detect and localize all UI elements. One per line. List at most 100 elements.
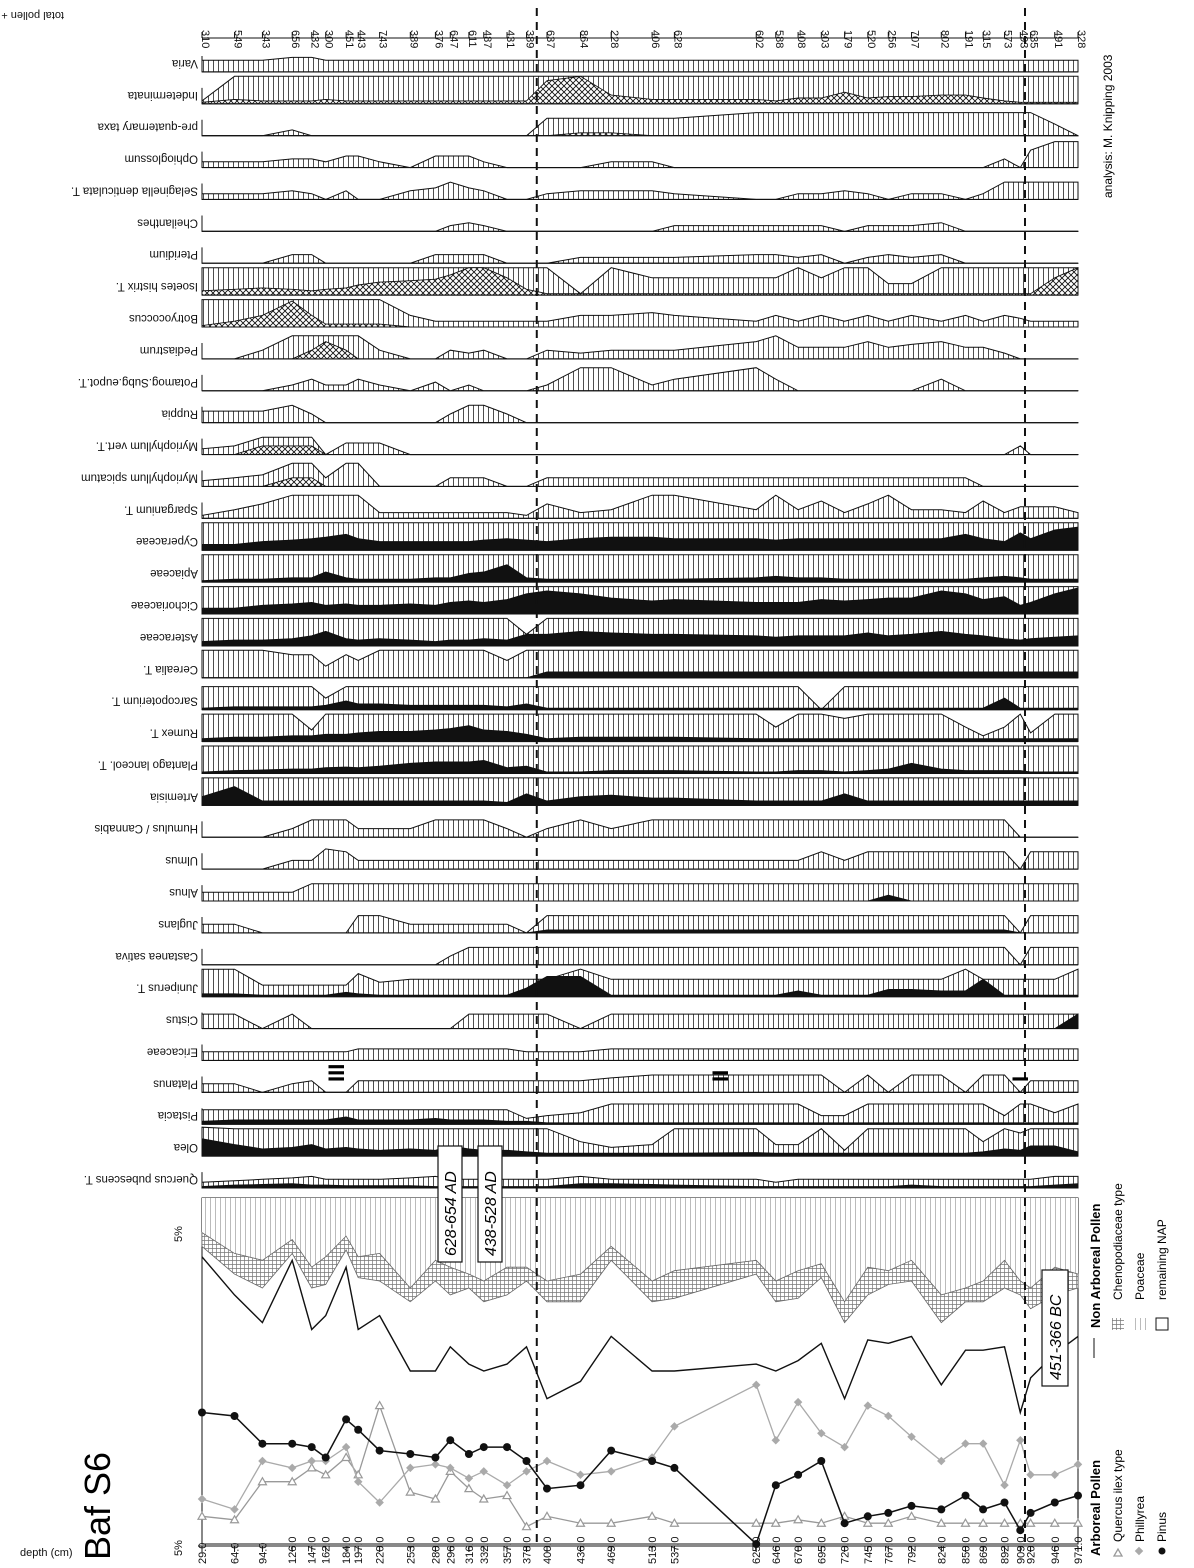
phillyrea-marker bbox=[937, 1456, 946, 1466]
taxon-outer-area bbox=[201, 462, 1079, 487]
taxon-label: Ulmus bbox=[165, 854, 198, 866]
taxon-outer-area bbox=[201, 404, 1079, 424]
pinus-marker bbox=[431, 1453, 440, 1462]
pinus-marker bbox=[863, 1512, 872, 1521]
taxon-outer-area bbox=[201, 1126, 1079, 1157]
pinus-marker bbox=[503, 1443, 511, 1452]
quercus-ilex-marker bbox=[647, 1511, 658, 1520]
depth-tick-label: 220.0 bbox=[375, 1536, 387, 1564]
taxon-curve-13: Plantago lanceol. T. bbox=[98, 745, 1079, 774]
taxon-outer-area bbox=[201, 141, 1079, 169]
taxon-outer-area bbox=[201, 848, 1079, 870]
phillyrea-marker bbox=[502, 1480, 512, 1490]
taxon-outer-area bbox=[201, 686, 1079, 711]
pinus-marker bbox=[446, 1436, 455, 1445]
taxon-curve-24: Ruppia bbox=[161, 404, 1079, 424]
taxon-inner-area bbox=[201, 564, 1079, 583]
taxon-outer-area bbox=[201, 819, 1079, 838]
pinus-marker bbox=[543, 1484, 551, 1493]
pinus-marker bbox=[479, 1443, 488, 1452]
total-count: 637 bbox=[544, 30, 556, 48]
legend-ap-title: Arboreal Pollen bbox=[1088, 1460, 1103, 1556]
depth-tick-label: 892.0 bbox=[1000, 1536, 1012, 1564]
pinus-marker bbox=[607, 1446, 616, 1455]
taxon-outer-area bbox=[201, 1048, 1079, 1061]
legend-phillyrea: Phillyrea bbox=[1133, 1496, 1147, 1542]
taxon-label: Cheilanthes bbox=[137, 216, 198, 228]
total-count: 431 bbox=[504, 30, 516, 48]
taxon-curve-28: Isoetes histrix T. bbox=[116, 267, 1079, 296]
taxon-curve-30: Cheilanthes bbox=[137, 215, 1079, 232]
legend-nap-title: Non Arboreal Pollen bbox=[1088, 1203, 1103, 1328]
legend-remaining: remaining NAP bbox=[1155, 1219, 1169, 1300]
total-count: 491 bbox=[1052, 30, 1064, 48]
taxon-label: Juglans bbox=[158, 918, 198, 930]
analysis-credit: analysis: M. Knipping 2003 bbox=[1101, 54, 1115, 198]
pinus-marker bbox=[576, 1481, 585, 1490]
quercus-ilex-marker bbox=[606, 1518, 617, 1527]
pinus-marker bbox=[406, 1450, 415, 1458]
taxon-label: Juniperus T. bbox=[136, 982, 198, 994]
legend-pinus-marker bbox=[1158, 1547, 1166, 1555]
phillyrea-marker bbox=[341, 1442, 351, 1452]
depth-tick-label: 767.0 bbox=[883, 1536, 895, 1564]
taxon-curve-17: Asteraceae bbox=[140, 617, 1079, 647]
phillyrea-marker bbox=[771, 1435, 781, 1445]
taxon-label: Pistacia bbox=[157, 1109, 198, 1121]
quercus-ilex-marker bbox=[999, 1518, 1010, 1527]
taxon-label: Humulus / Cannabis bbox=[94, 822, 198, 834]
taxon-inner-area bbox=[201, 587, 1079, 615]
total-count: 408 bbox=[795, 30, 807, 48]
taxon-label: Ruppia bbox=[161, 408, 198, 420]
depth-tick-label: 920.0 bbox=[1026, 1536, 1038, 1564]
depth-axis-label: depth (cm) bbox=[20, 1547, 73, 1559]
ap-total-line bbox=[201, 1256, 1079, 1416]
total-count: 432 bbox=[309, 30, 321, 48]
taxon-label: Castanea sativa bbox=[115, 950, 198, 962]
total-count: 611 bbox=[466, 30, 478, 48]
legend-quercus-ilex: Quercus ilex type bbox=[1111, 1449, 1125, 1542]
taxon-curve-6: Juniperus T. bbox=[136, 968, 1079, 998]
taxon-outer-area bbox=[201, 254, 1079, 264]
quercus-ilex-marker bbox=[501, 1490, 513, 1500]
total-count: 707 bbox=[909, 30, 921, 48]
pinus-marker bbox=[522, 1457, 531, 1465]
taxon-label: Pediastrum bbox=[140, 344, 198, 356]
total-count: 256 bbox=[885, 30, 897, 48]
date-label-3: 451-366 BC bbox=[1048, 1294, 1065, 1380]
taxon-outer-area bbox=[201, 649, 1079, 679]
phillyrea-marker bbox=[307, 1456, 316, 1466]
pinus-marker bbox=[464, 1450, 473, 1458]
taxon-curve-31: Selaginella denticulata T. bbox=[71, 181, 1079, 200]
taxon-label: Sarcopoterium T. bbox=[111, 695, 198, 707]
taxon-inner-area bbox=[201, 725, 1079, 743]
taxon-curve-12: Artemisia bbox=[149, 777, 1079, 806]
total-count: 451 bbox=[343, 30, 355, 48]
total-count: 520 bbox=[865, 30, 877, 48]
summary-legend: Arboreal Pollen Quercus ilex type Philly… bbox=[1088, 1183, 1169, 1557]
taxon-outer-area bbox=[201, 1013, 1079, 1030]
total-count: 602 bbox=[753, 30, 765, 48]
total-count: 179 bbox=[842, 30, 854, 48]
quercus-ilex-marker bbox=[287, 1476, 298, 1486]
taxon-inner-area bbox=[201, 1138, 1079, 1157]
taxon-label: Artemisia bbox=[149, 790, 198, 802]
depth-tick-label: 824.0 bbox=[936, 1536, 948, 1564]
legend-cheno-swatch bbox=[1112, 1318, 1124, 1330]
pinus-marker bbox=[1026, 1508, 1035, 1517]
legend-cheno: Chenopodiaceae type bbox=[1111, 1183, 1125, 1300]
taxon-inner-area bbox=[201, 786, 1079, 806]
depth-tick-label: 909.0 bbox=[1015, 1536, 1027, 1564]
taxon-label: Asteraceae bbox=[140, 631, 198, 643]
phillyrea-marker bbox=[464, 1474, 474, 1483]
legend-remaining-swatch bbox=[1155, 1317, 1169, 1331]
pinus-marker bbox=[670, 1463, 679, 1472]
taxon-inner-area bbox=[201, 1116, 1079, 1125]
total-count: 549 bbox=[232, 30, 244, 48]
chenopodiaceae-area bbox=[201, 1231, 1079, 1324]
taxon-curve-14: Rumex T. bbox=[150, 713, 1079, 743]
date-label-1: 628-654 AD bbox=[443, 1171, 460, 1256]
taxon-curve-21: Sparganium T. bbox=[124, 494, 1079, 519]
total-count: 487 bbox=[481, 30, 493, 48]
phillyrea-marker bbox=[258, 1456, 267, 1466]
